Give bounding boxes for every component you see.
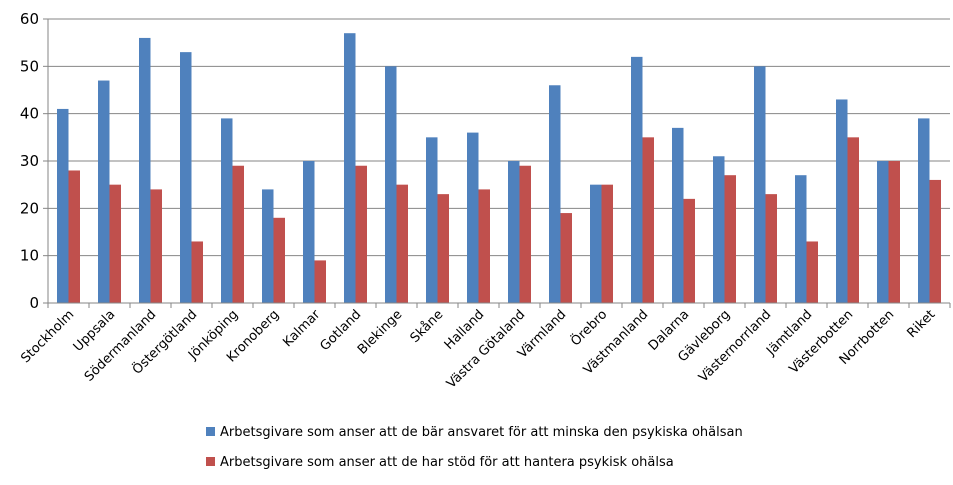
bar-ansvar (385, 66, 397, 303)
bar-ansvar (508, 161, 520, 303)
y-tick-label: 10 (20, 247, 39, 265)
bar-ansvar (426, 137, 438, 303)
bar-stod (191, 241, 203, 303)
bar-stod (601, 184, 613, 303)
bar-ansvar (467, 132, 479, 303)
bar-stod (806, 241, 818, 303)
bar-stod (273, 217, 285, 303)
bar-stod (355, 165, 367, 303)
bar-ansvar (754, 66, 766, 303)
category-label: Södermanland (82, 307, 159, 384)
bar-ansvar (713, 156, 725, 303)
bar-ansvar (877, 161, 889, 303)
bar-ansvar (672, 127, 684, 303)
category-label: Blekinge (355, 307, 405, 357)
y-tick-label: 40 (20, 105, 39, 123)
bar-ansvar (139, 37, 151, 303)
y-tick-label: 60 (20, 10, 39, 28)
bar-stod (847, 137, 859, 303)
bar-ansvar (918, 118, 930, 304)
bar-stod (560, 213, 572, 303)
bar-stod (519, 165, 531, 303)
bar-ansvar (221, 118, 233, 304)
bars (57, 33, 941, 304)
bar-stod (683, 198, 695, 303)
category-label: Stockholm (18, 307, 77, 366)
bar-stod (478, 189, 490, 303)
bar-stod (765, 194, 777, 303)
y-tick-label: 30 (20, 152, 39, 170)
legend-label: Arbetsgivare som anser att de bär ansvar… (220, 425, 743, 440)
bar-ansvar (590, 184, 602, 303)
bar-ansvar (180, 52, 192, 304)
category-label: Västernorrland (696, 307, 774, 385)
bar-stod (232, 165, 244, 303)
y-tick-label: 50 (20, 57, 39, 75)
legend-label: Arbetsgivare som anser att de har stöd f… (220, 455, 674, 470)
bar-stod (888, 161, 900, 303)
bar-ansvar (795, 175, 807, 303)
bar-ansvar (262, 189, 274, 303)
y-tick-label: 0 (29, 294, 39, 312)
axes (43, 18, 951, 308)
bar-ansvar (344, 33, 356, 303)
bar-ansvar (631, 56, 643, 303)
bar-ansvar (303, 161, 315, 303)
y-tick-label: 20 (20, 199, 39, 217)
category-label: Riket (905, 307, 939, 341)
bar-stod (314, 260, 326, 303)
bar-stod (68, 170, 80, 303)
legend-swatch (206, 427, 215, 436)
y-tick-labels: 0 10 20 30 40 50 60 (20, 10, 39, 312)
bar-stod (642, 137, 654, 303)
legend: Arbetsgivare som anser att de bär ansvar… (206, 425, 743, 470)
category-label: Skåne (408, 307, 447, 346)
legend-swatch (206, 457, 215, 466)
bar-ansvar (57, 108, 69, 303)
bar-stod (437, 194, 449, 303)
bar-stod (150, 189, 162, 303)
bar-ansvar (836, 99, 848, 303)
bar-stod (724, 175, 736, 303)
x-category-labels: StockholmUppsalaSödermanlandÖstergötland… (18, 306, 938, 392)
bar-stod (929, 179, 941, 303)
bar-ansvar (549, 85, 561, 304)
bar-stod (396, 184, 408, 303)
bar-stod (109, 184, 121, 303)
bar-ansvar (98, 80, 110, 304)
